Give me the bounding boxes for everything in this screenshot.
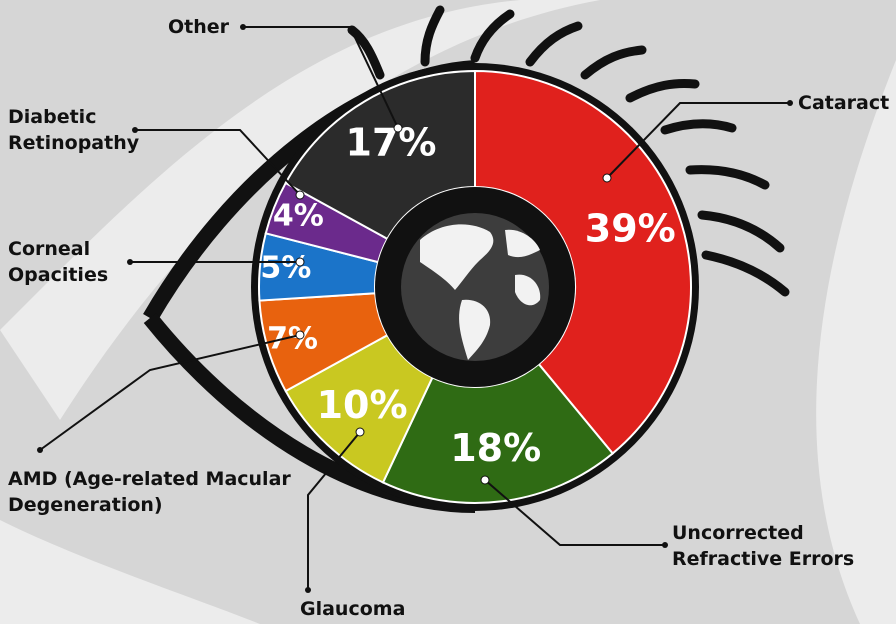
eyelashes [347, 5, 790, 297]
value-label: 10% [317, 383, 408, 427]
value-label: 39% [585, 207, 676, 251]
category-label: Cataract [798, 92, 890, 114]
category-label: Diabetic Retinopathy [8, 106, 140, 154]
value-label: 7% [267, 322, 318, 357]
background-swoosh [816, 60, 896, 624]
value-label: 4% [273, 199, 324, 234]
category-label: Glaucoma [300, 598, 406, 620]
category-label: Uncorrected Refractive Errors [672, 522, 855, 570]
value-label: 17% [346, 120, 437, 164]
category-label: Other [168, 16, 230, 38]
slices [258, 69, 692, 504]
leader-lines [39, 26, 790, 590]
label-dots [37, 24, 793, 593]
background-swoosh [0, 0, 600, 420]
leader-dots [295, 123, 612, 485]
value-label: 5% [260, 251, 311, 286]
continents [420, 224, 541, 360]
category-label: AMD (Age-related Macular Degeneration) [8, 468, 291, 516]
value-label: 18% [450, 426, 541, 470]
background-swoosh [0, 520, 260, 624]
category-label: Corneal Opacities [8, 238, 109, 286]
